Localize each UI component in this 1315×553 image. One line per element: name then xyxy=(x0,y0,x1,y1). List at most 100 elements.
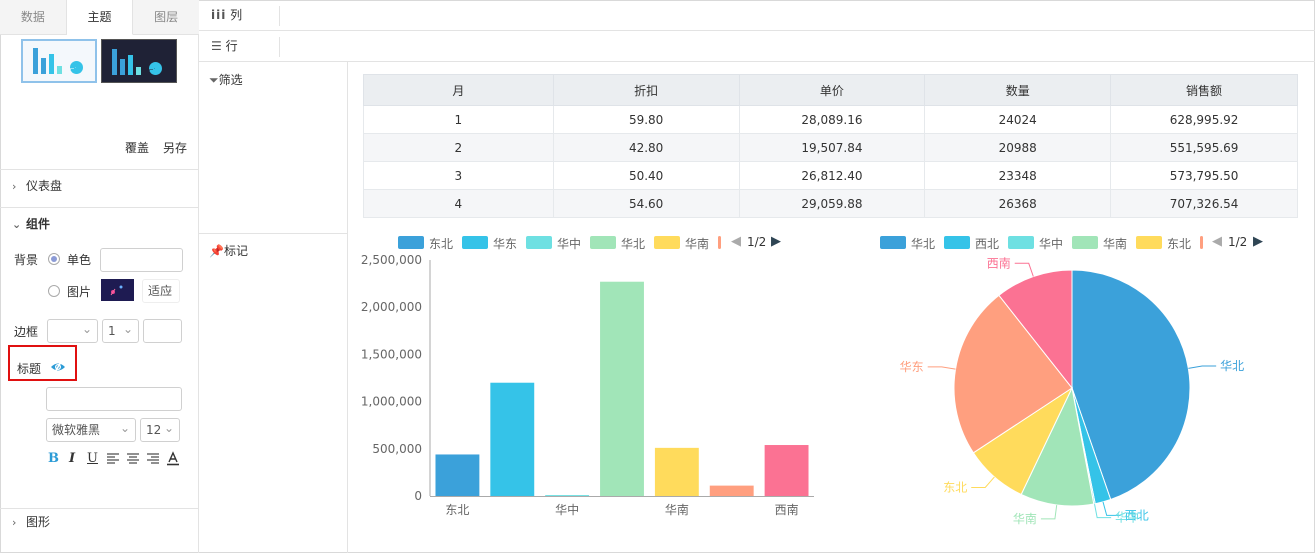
marks-shelf[interactable]: 📌标记 xyxy=(209,244,248,258)
border-style-select[interactable] xyxy=(47,318,98,343)
x-tick-label: 华中 xyxy=(555,502,579,517)
title-text-input[interactable] xyxy=(46,387,182,411)
tab-layers[interactable]: 图层 xyxy=(133,0,200,35)
legend-item[interactable]: 西北 xyxy=(975,237,1000,251)
bar[interactable] xyxy=(764,445,809,496)
table-header-cell[interactable]: 月 xyxy=(363,74,554,106)
columns-shelf-label: iii 列 xyxy=(211,8,243,22)
legend-next-icon[interactable]: ▶ xyxy=(1253,234,1263,249)
component-section[interactable]: ⌄ 组件 xyxy=(0,207,199,239)
pie-slice-label: 华南 xyxy=(1013,511,1037,526)
rows-icon: ☰ xyxy=(211,39,222,53)
theme-dark-thumbnail[interactable] xyxy=(101,39,177,83)
legend-item[interactable]: 华东 xyxy=(493,237,518,251)
bold-button[interactable]: B xyxy=(48,451,59,466)
legend-item[interactable]: 华南 xyxy=(685,237,710,251)
table-header-cell[interactable]: 数量 xyxy=(924,74,1112,106)
font-size-select[interactable]: 12 xyxy=(140,417,180,442)
bar[interactable] xyxy=(490,382,535,496)
italic-button[interactable]: I xyxy=(69,451,76,466)
filter-icon: ⏷ xyxy=(209,73,219,87)
table-header-cell[interactable]: 折扣 xyxy=(552,74,740,106)
pin-icon: 📌 xyxy=(209,244,224,258)
legend-item[interactable]: 华北 xyxy=(621,237,646,251)
save-as-button[interactable]: 另存 xyxy=(163,141,188,155)
legend-item[interactable]: 华南 xyxy=(1103,237,1128,251)
table-header-cell[interactable]: 销售额 xyxy=(1110,74,1298,106)
y-tick-label: 2,500,000 xyxy=(361,253,422,267)
tab-data[interactable]: 数据 xyxy=(0,0,67,35)
background-image-label: 图片 xyxy=(67,285,92,299)
columns-shelf[interactable]: iii 列 xyxy=(199,0,1315,31)
chevron-right-icon: › xyxy=(12,180,17,193)
table-row: 1 59.80 28,089.16 24024 628,995.92 xyxy=(363,105,1298,134)
legend-item[interactable]: 东北 xyxy=(1167,237,1192,251)
table-cell: 50.40 xyxy=(552,161,740,190)
legend-swatch[interactable] xyxy=(462,236,488,249)
legend-swatch[interactable] xyxy=(590,236,616,249)
legend-page: 1/2 xyxy=(1228,235,1248,249)
eye-icon[interactable] xyxy=(50,359,66,375)
pie-slice[interactable] xyxy=(1071,269,1191,501)
pie-label-line xyxy=(1102,501,1121,516)
y-tick-label: 2,000,000 xyxy=(361,300,422,314)
field-shelves: iii 列 ☰ 行 xyxy=(199,0,1315,62)
legend-swatch[interactable] xyxy=(654,236,680,249)
legend-item[interactable]: 华中 xyxy=(557,237,582,251)
bar[interactable] xyxy=(435,454,480,496)
legend-swatch[interactable] xyxy=(1008,236,1034,249)
underline-button[interactable]: U xyxy=(87,451,98,466)
background-fit-select[interactable]: 适应 xyxy=(142,278,180,303)
pie-label-line xyxy=(927,366,956,370)
table-cell: 573,795.50 xyxy=(1110,161,1298,190)
background-color-input[interactable] xyxy=(100,248,183,272)
bar[interactable] xyxy=(654,447,699,496)
background-solid-radio[interactable] xyxy=(48,253,60,265)
pie-slice[interactable] xyxy=(998,269,1073,390)
border-width-select[interactable]: 1 xyxy=(102,318,139,343)
background-image-thumbnail[interactable] xyxy=(101,279,134,301)
legend-swatch[interactable] xyxy=(526,236,552,249)
y-tick-label: 500,000 xyxy=(372,442,422,456)
rows-shelf[interactable]: ☰ 行 xyxy=(199,31,1315,62)
legend-swatch[interactable] xyxy=(1136,236,1162,249)
legend-next-icon[interactable]: ▶ xyxy=(771,234,781,249)
legend-item[interactable]: 华中 xyxy=(1039,237,1064,251)
graphic-section[interactable]: › 图形 xyxy=(0,508,199,553)
table-cell: 28,089.16 xyxy=(738,105,926,134)
data-table: 月 折扣 单价 数量 销售额 1 59.80 28,089.16 24024 6… xyxy=(363,74,1298,218)
table-cell: 2 xyxy=(363,133,554,162)
pie-slice[interactable] xyxy=(1020,386,1095,507)
legend-swatch[interactable] xyxy=(1072,236,1098,249)
font-family-select[interactable]: 微软雅黑 xyxy=(46,417,136,442)
tab-theme[interactable]: 主题 xyxy=(66,0,134,35)
border-color-input[interactable] xyxy=(143,319,182,343)
legend-swatch[interactable] xyxy=(398,236,424,249)
background-image-radio[interactable] xyxy=(48,285,60,297)
bar-chart: 0 500,000 1,000,000 1,500,000 2,000,000 2,500… xyxy=(361,253,814,517)
bar[interactable] xyxy=(709,485,754,496)
filter-shelf[interactable]: ⏷筛选 xyxy=(209,73,243,87)
legend-swatch[interactable] xyxy=(880,236,906,249)
bar[interactable] xyxy=(545,495,590,496)
legend-prev-icon[interactable]: ◀ xyxy=(1212,234,1222,249)
legend-swatch[interactable] xyxy=(944,236,970,249)
table-cell: 707,326.54 xyxy=(1110,189,1298,218)
font-color-icon[interactable] xyxy=(166,451,180,469)
title-label: 标题 xyxy=(17,362,42,376)
table-row: 3 50.40 26,812.40 23348 573,795.50 xyxy=(363,161,1298,190)
legend-item[interactable]: 华北 xyxy=(911,237,936,251)
pie-label-line xyxy=(1093,503,1112,519)
align-right-icon[interactable] xyxy=(146,452,160,468)
dashboard-section[interactable]: › 仪表盘 xyxy=(0,169,199,201)
align-center-icon[interactable] xyxy=(126,452,140,468)
legend-prev-icon[interactable]: ◀ xyxy=(731,234,741,249)
theme-light-thumbnail[interactable] xyxy=(21,39,97,83)
legend-item[interactable]: 东北 xyxy=(429,237,454,251)
table-cell: 26,812.40 xyxy=(738,161,926,190)
table-row: 2 42.80 19,507.84 20988 551,595.69 xyxy=(363,133,1298,162)
bar[interactable] xyxy=(600,281,644,496)
table-header-cell[interactable]: 单价 xyxy=(738,74,926,106)
overwrite-button[interactable]: 覆盖 xyxy=(125,141,150,155)
align-left-icon[interactable] xyxy=(106,452,120,468)
